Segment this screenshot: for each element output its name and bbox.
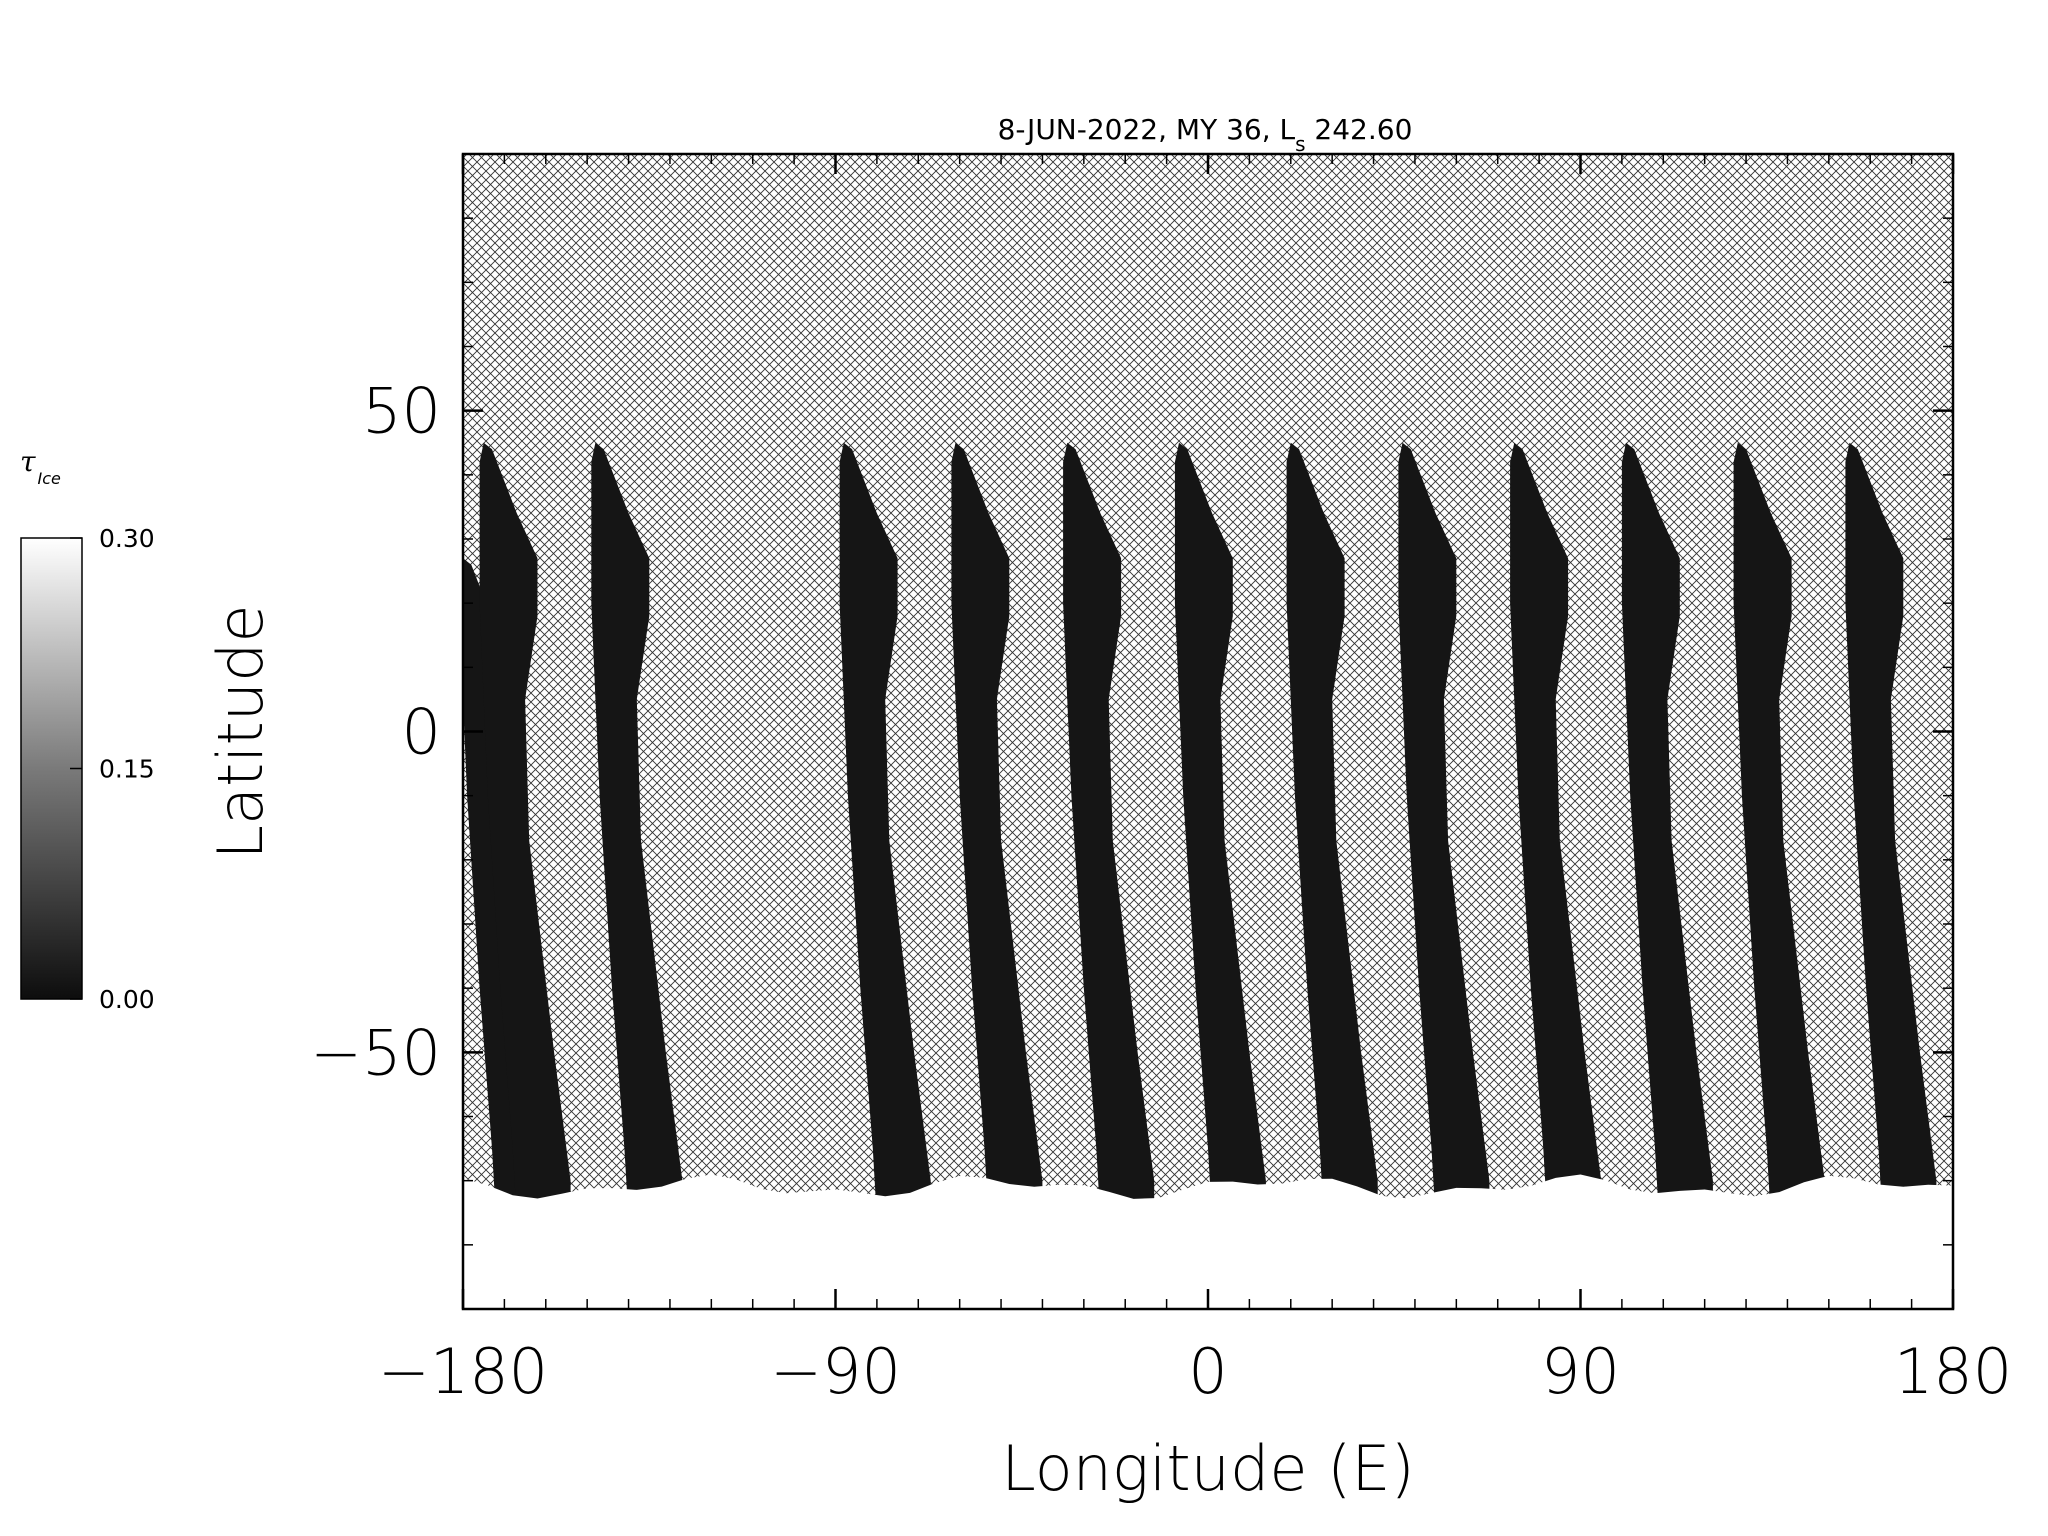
data-swath (1063, 442, 1155, 1220)
x-tick-label: 0 (1188, 1335, 1227, 1408)
data-swath (1845, 442, 1937, 1220)
chart-title-suffix: 242.60 (1306, 113, 1413, 146)
colorbar-tick-label: 0.30 (99, 524, 155, 553)
chart-title-subscript: s (1295, 132, 1305, 156)
axis-ticks (461, 153, 1955, 1310)
colorbar-label-main: τ (20, 445, 36, 478)
data-swath (1510, 442, 1602, 1220)
data-swath (1174, 442, 1266, 1220)
x-tick-labels: −180 −90 0 90 180 (378, 1335, 2012, 1408)
colorbar-ticks: 0.30 0.15 0.00 (70, 524, 155, 1014)
colorbar-tick-label: 0.15 (99, 755, 155, 784)
x-tick-label: 90 (1541, 1335, 1620, 1408)
data-swath (1398, 442, 1490, 1220)
y-tick-labels: 50 0 −50 (310, 375, 441, 1090)
colorbar: 0.30 0.15 0.00 τIce (20, 445, 155, 1014)
data-swath (839, 442, 931, 1220)
x-tick-label: −90 (770, 1335, 901, 1408)
y-axis-title: Latitude (204, 604, 277, 859)
polar-cap-region (463, 1174, 1953, 1309)
y-tick-label: 0 (402, 696, 441, 769)
data-swath (479, 442, 571, 1220)
y-tick-label: 50 (362, 375, 441, 448)
colorbar-label: τIce (20, 445, 61, 488)
data-swath (591, 442, 683, 1220)
y-tick-label: −50 (310, 1016, 441, 1089)
colorbar-tick-label: 0.00 (99, 985, 155, 1014)
data-swath (951, 442, 1043, 1220)
x-axis-title: Longitude (E) (1001, 1432, 1414, 1505)
chart-title: 8-JUN-2022, MY 36, Ls 242.60 (998, 113, 1413, 156)
chart-title-prefix: 8-JUN-2022, MY 36, L (998, 113, 1296, 146)
data-swath (1733, 442, 1825, 1220)
swath-layer (463, 442, 1937, 1297)
data-swath (1621, 442, 1713, 1220)
plot-area (463, 154, 1953, 1309)
colorbar-label-sub: Ice (38, 469, 62, 488)
x-tick-label: −180 (378, 1335, 548, 1408)
data-swath (1286, 442, 1378, 1220)
x-tick-label: 180 (1894, 1335, 2012, 1408)
